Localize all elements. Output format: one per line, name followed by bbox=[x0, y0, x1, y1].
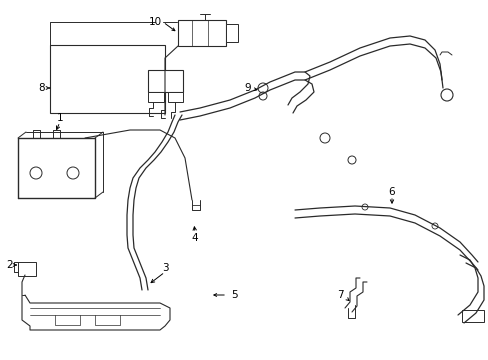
Text: 3: 3 bbox=[162, 263, 168, 273]
Text: 10: 10 bbox=[148, 17, 161, 27]
Bar bbox=[50, 45, 164, 113]
Bar bbox=[168, 92, 183, 102]
Text: 4: 4 bbox=[191, 233, 198, 243]
Text: 5: 5 bbox=[231, 290, 238, 300]
Text: 1: 1 bbox=[57, 113, 63, 123]
Bar bbox=[148, 92, 163, 102]
Text: 6: 6 bbox=[388, 187, 394, 197]
Bar bbox=[225, 24, 238, 42]
Text: 8: 8 bbox=[39, 83, 45, 93]
Bar bbox=[18, 262, 36, 276]
Bar bbox=[148, 70, 183, 92]
Bar bbox=[178, 20, 225, 46]
Text: 7: 7 bbox=[336, 290, 343, 300]
Bar bbox=[461, 310, 483, 322]
Text: 9: 9 bbox=[244, 83, 251, 93]
Text: 2: 2 bbox=[7, 260, 13, 270]
